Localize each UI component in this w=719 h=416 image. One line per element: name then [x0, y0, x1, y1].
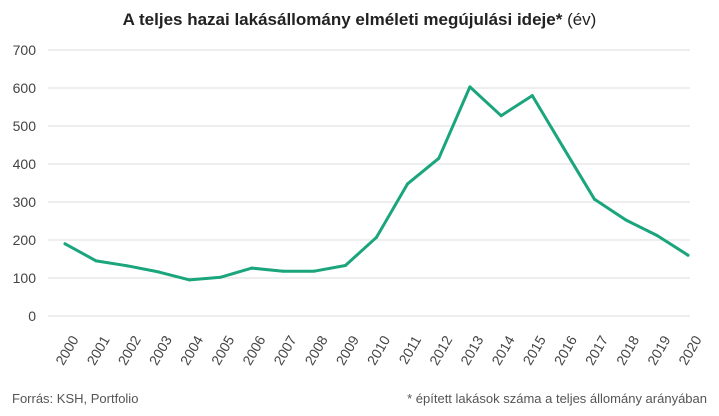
- y-tick-label: 500: [13, 118, 37, 134]
- x-tick-label: 2009: [333, 333, 363, 368]
- data-point: [219, 275, 223, 279]
- data-point: [593, 197, 597, 201]
- gridlines: [48, 49, 690, 317]
- x-tick-label: 2000: [52, 333, 82, 368]
- data-point: [530, 94, 534, 98]
- x-tick-label: 2002: [114, 333, 144, 368]
- y-tick-label: 200: [13, 232, 37, 248]
- x-tick-label: 2019: [644, 333, 674, 368]
- data-point: [437, 156, 441, 160]
- x-tick-label: 2011: [395, 333, 424, 367]
- data-point: [63, 242, 67, 246]
- x-tick-label: 2007: [270, 333, 300, 368]
- y-tick-label: 700: [13, 42, 37, 58]
- chart-title-main: A teljes hazai lakásállomány elméleti me…: [122, 10, 563, 29]
- data-point: [686, 253, 690, 257]
- x-tick-label: 2013: [457, 333, 487, 368]
- x-tick-label: 2010: [364, 333, 394, 368]
- chart-title: A teljes hazai lakásállomány elméleti me…: [0, 10, 719, 30]
- x-tick-label: 2020: [675, 333, 705, 368]
- y-tick-label: 600: [13, 80, 37, 96]
- y-tick-label: 100: [13, 270, 37, 286]
- data-point: [281, 269, 285, 273]
- data-point: [499, 114, 503, 118]
- chart-title-unit: (év): [567, 10, 597, 29]
- data-point: [561, 146, 565, 150]
- data-point: [188, 278, 192, 282]
- x-tick-label: 2015: [519, 333, 549, 368]
- y-axis-ticks: 0 100 200 300 400 500 600 700: [13, 42, 37, 324]
- data-point: [343, 263, 347, 267]
- data-point: [468, 85, 472, 89]
- data-point: [94, 259, 98, 263]
- x-tick-label: 2001: [83, 333, 113, 368]
- x-tick-label: 2016: [551, 333, 581, 368]
- y-tick-label: 0: [28, 308, 36, 324]
- x-tick-label: 2014: [488, 333, 518, 368]
- x-tick-label: 2017: [582, 333, 612, 368]
- data-point: [375, 235, 378, 239]
- data-point: [406, 182, 410, 186]
- x-tick-label: 2008: [301, 333, 331, 368]
- data-point: [156, 270, 160, 274]
- data-point: [655, 233, 659, 237]
- x-tick-label: 2018: [613, 333, 643, 368]
- x-tick-label: 2004: [177, 333, 207, 368]
- y-tick-label: 400: [13, 156, 37, 172]
- x-tick-label: 2005: [208, 333, 238, 368]
- source-note: Forrás: KSH, Portfolio: [12, 391, 139, 406]
- data-point: [125, 264, 129, 268]
- footnote: * épített lakások száma a teljes állomán…: [407, 391, 707, 406]
- series-line-0: [63, 85, 690, 282]
- series-layer: [63, 85, 690, 282]
- y-tick-label: 300: [13, 194, 37, 210]
- data-point: [250, 266, 254, 270]
- x-tick-label: 2012: [426, 333, 456, 368]
- x-tick-label: 2003: [146, 333, 176, 368]
- data-point: [312, 269, 316, 273]
- x-axis-ticks: 2000 2001 2002 2003 2004 2005 2006 2007 2008 2009…: [52, 333, 705, 368]
- data-point: [624, 218, 628, 222]
- x-tick-label: 2006: [239, 333, 269, 368]
